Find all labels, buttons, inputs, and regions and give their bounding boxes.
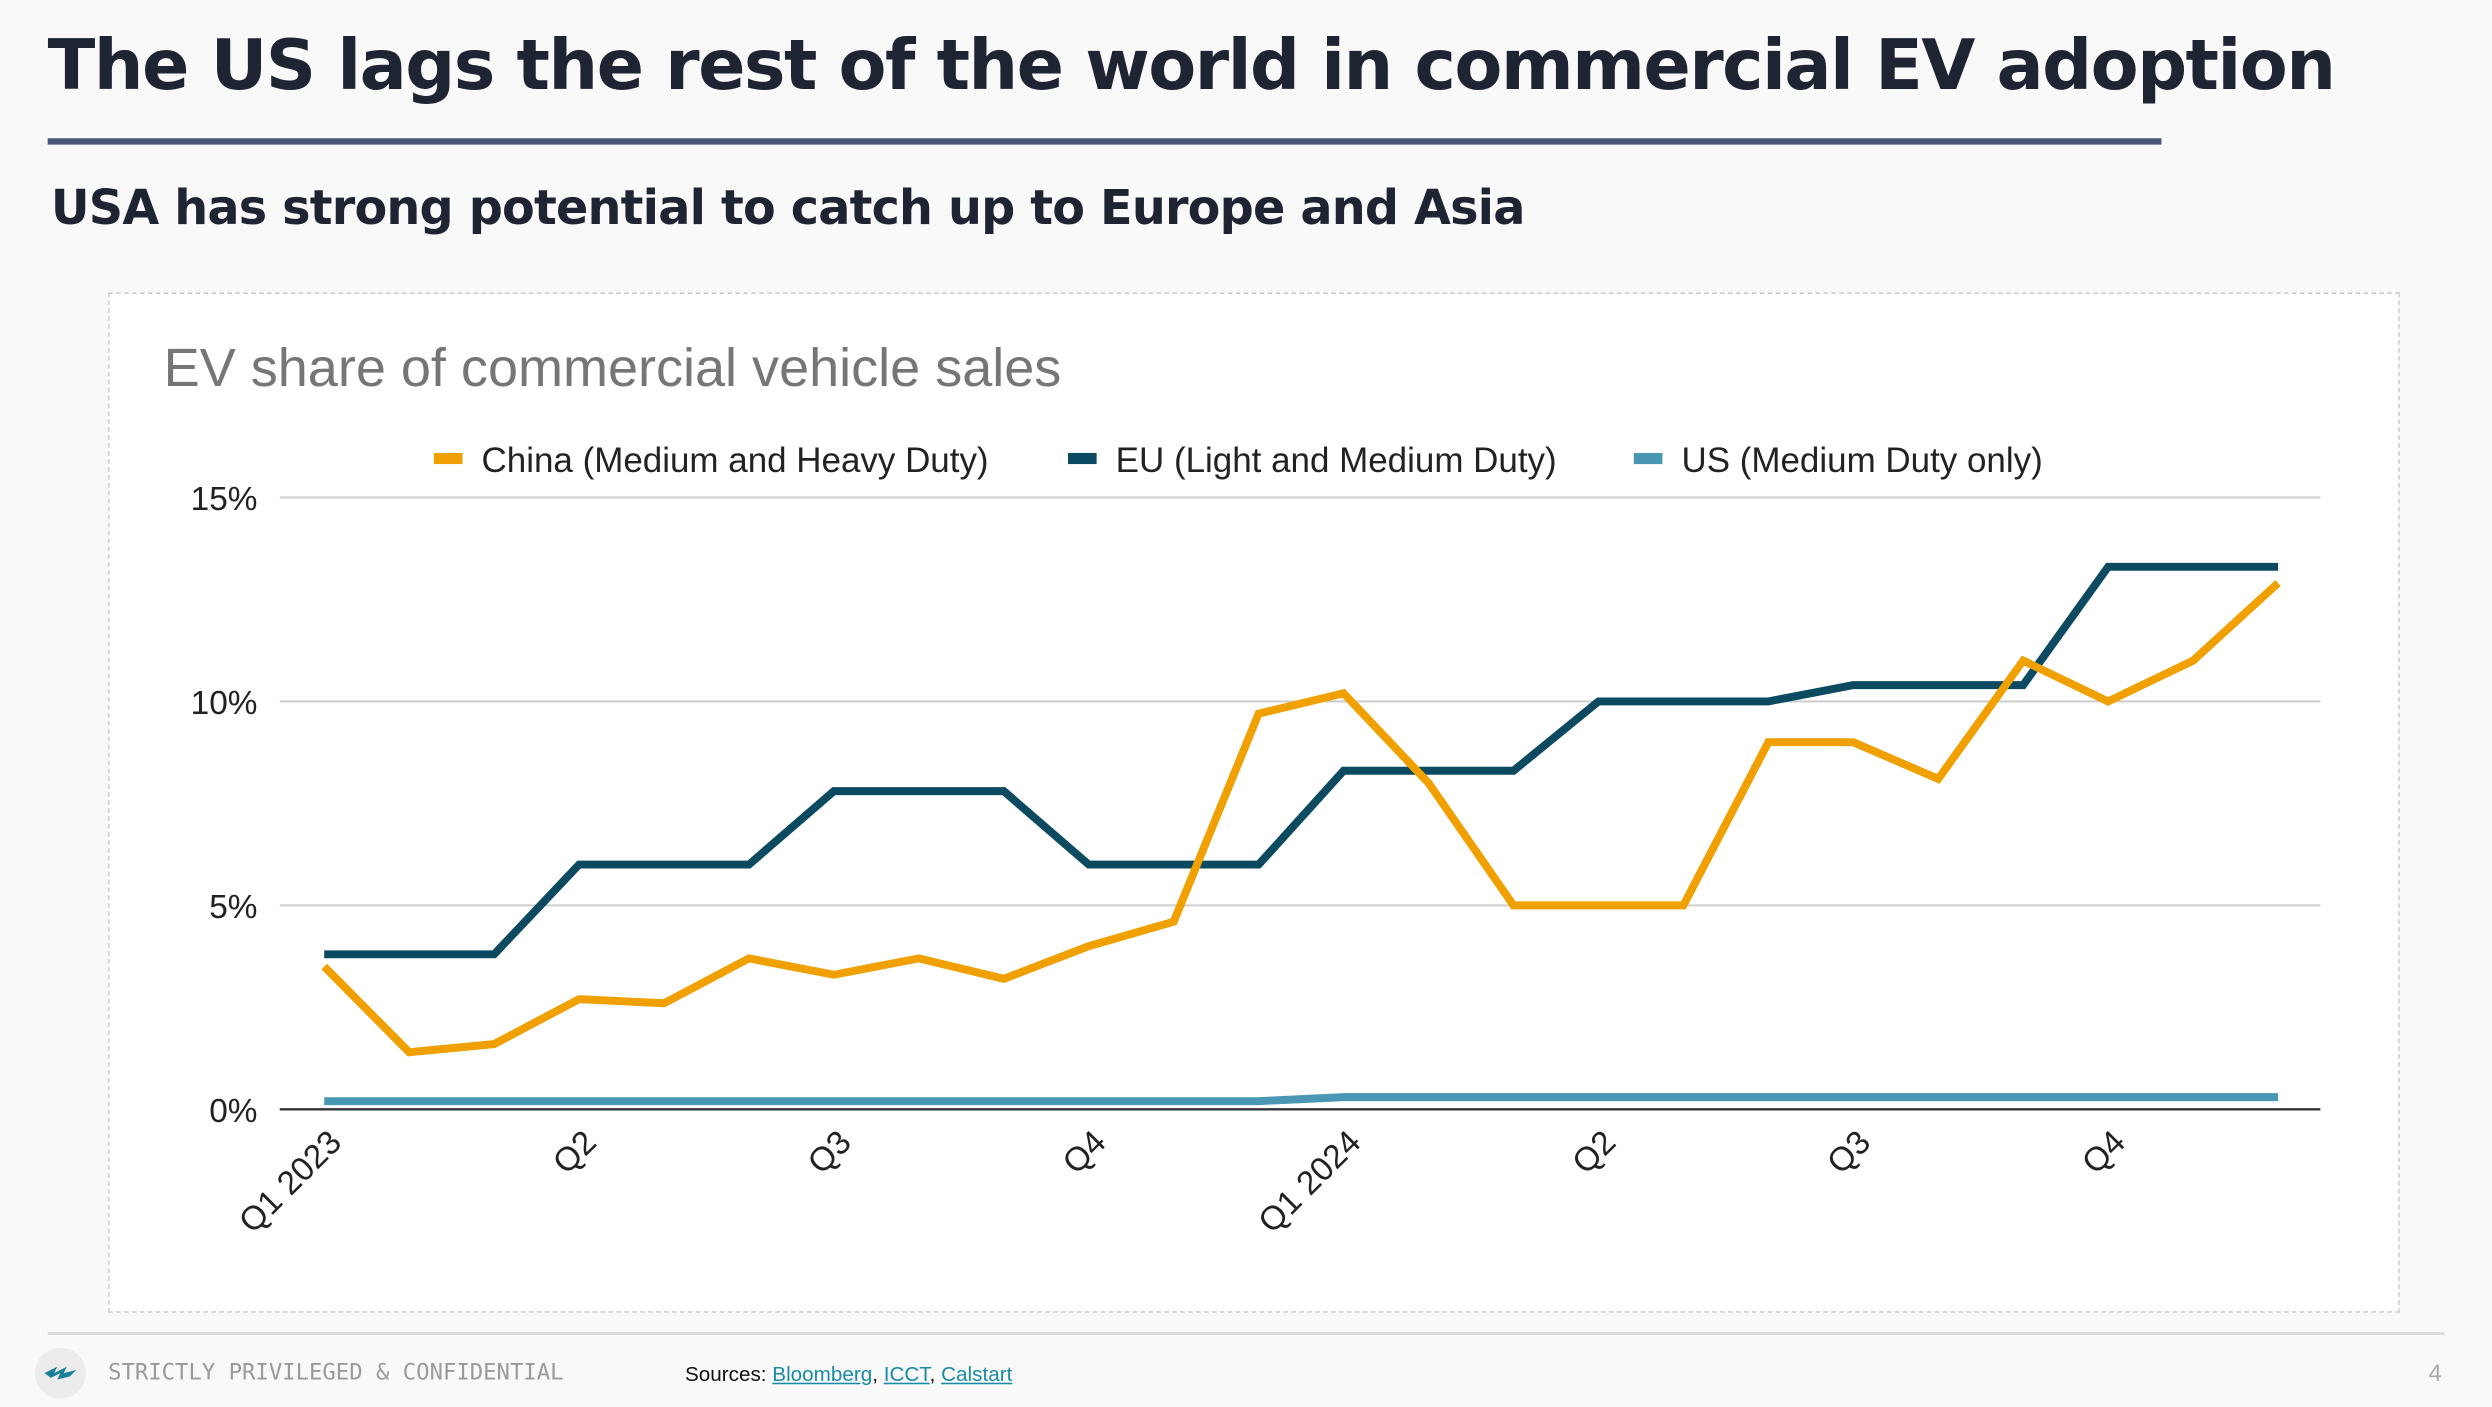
legend-swatch (1068, 452, 1097, 465)
footer-divider (47, 1331, 2445, 1336)
legend-label: US (Medium Duty only) (1681, 441, 2042, 480)
x-tick-label: Q4 (2075, 1124, 2133, 1182)
x-tick-label: Q1 2024 (1252, 1124, 1369, 1241)
source-link-bloomberg[interactable]: Bloomberg (772, 1362, 873, 1386)
confidentiality-label: STRICTLY PRIVILEGED & CONFIDENTIAL (108, 1360, 564, 1386)
page-title: The US lags the rest of the world in com… (47, 25, 2336, 107)
title-divider (47, 138, 2162, 145)
x-tick-label: Q2 (1566, 1124, 1624, 1182)
series-line-eu (324, 562, 2279, 959)
chart-title: EV share of commercial vehicle sales (164, 338, 1062, 398)
y-tick-label: 10% (191, 685, 258, 722)
x-tick-label: Q3 (1820, 1124, 1878, 1182)
legend-swatch (433, 452, 463, 465)
legend-swatch (1633, 452, 1663, 465)
legend-label: China (Medium and Heavy Duty) (482, 441, 989, 480)
x-tick-label: Q2 (546, 1124, 604, 1182)
source-link-icct[interactable]: ICCT (883, 1362, 930, 1386)
series-line-us (324, 1093, 2279, 1106)
legend: China (Medium and Heavy Duty) EU (Light a… (433, 441, 2043, 480)
page-number: 4 (2428, 1360, 2442, 1388)
sources-label: Sources: (684, 1362, 767, 1386)
chart-container (108, 292, 2400, 1313)
company-logo (34, 1347, 86, 1399)
sources: Sources: Bloomberg, ICCT, Calstart (684, 1362, 1013, 1386)
y-tick-label: 5% (209, 889, 257, 926)
x-tick-label: Q4 (1056, 1124, 1114, 1182)
y-tick-label: 0% (209, 1093, 257, 1130)
page-subtitle: USA has strong potential to catch up to … (50, 181, 1526, 237)
legend-label: EU (Light and Medium Duty) (1116, 441, 1557, 480)
series-line-china (321, 580, 2281, 1057)
logo-icon (44, 1366, 77, 1380)
x-tick-label: Q3 (801, 1124, 859, 1182)
source-link-calstart[interactable]: Calstart (941, 1362, 1013, 1386)
y-tick-label: 15% (191, 481, 258, 518)
x-tick-label: Q1 2023 (232, 1124, 349, 1241)
